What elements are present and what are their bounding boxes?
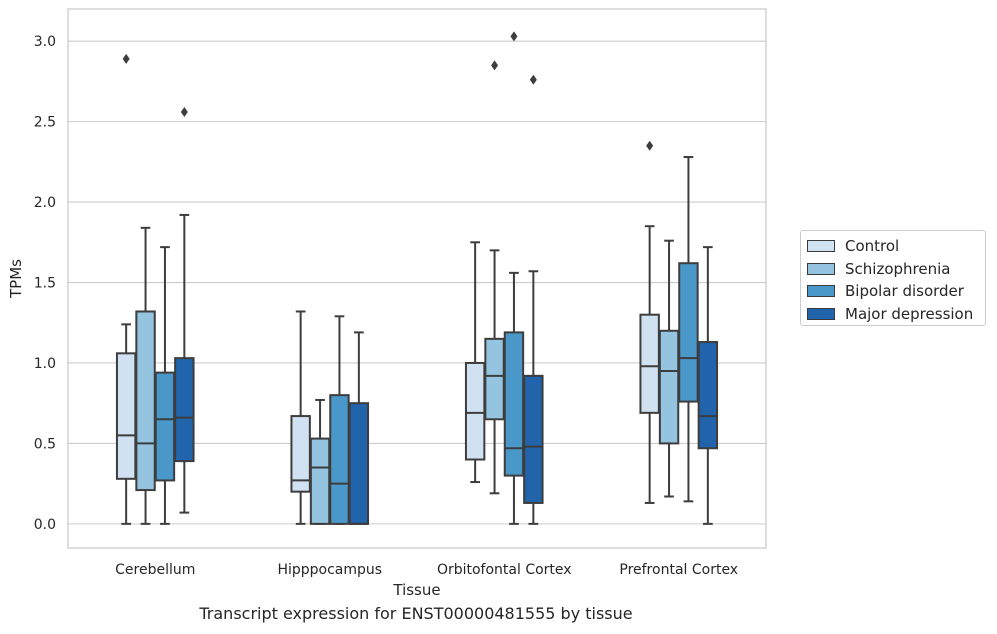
y-tick-label: 2.5: [34, 115, 56, 131]
box-group: [290, 310, 311, 525]
legend-label-schizophrenia: Schizophrenia: [845, 259, 951, 278]
box-iqr: [348, 402, 370, 525]
box-iqr: [697, 341, 719, 450]
legend-item-bipolar-disorder: Bipolar disorder: [807, 280, 979, 303]
outlier-point: [180, 106, 188, 117]
legend: Control Schizophrenia Bipolar disorder M…: [800, 230, 986, 326]
boxes: [115, 31, 719, 525]
legend-swatch-major-depression: [807, 307, 835, 320]
outlier-point: [122, 53, 130, 64]
legend-item-control: Control: [807, 235, 979, 258]
box-iqr: [678, 262, 699, 403]
legend-label-bipolar-disorder: Bipolar disorder: [845, 282, 964, 301]
y-tick-label: 1.5: [34, 276, 56, 292]
y-tick-label: 3.0: [34, 34, 56, 50]
outlier-point: [646, 140, 654, 151]
box-group: [678, 156, 699, 503]
x-tick-label: Cerebellum: [115, 562, 195, 578]
box-group: [484, 60, 505, 495]
x-tick-labels: Cerebellum Hipppocampus Orbitofontal Corte…: [115, 562, 738, 578]
box-iqr: [523, 374, 544, 504]
legend-swatch-schizophrenia: [807, 262, 835, 275]
box-group: [174, 106, 195, 514]
box-group: [697, 246, 719, 525]
box-group: [658, 239, 680, 498]
box-group: [154, 246, 176, 525]
y-tick-labels: 0.0 0.5 1.0 1.5 2.0 2.5 3.0: [34, 34, 56, 533]
x-tick-label: Hipppocampus: [277, 562, 382, 578]
box-iqr: [658, 329, 680, 445]
y-axis-label: TPMs: [7, 259, 25, 299]
box-iqr: [135, 310, 156, 492]
x-axis-label: Tissue: [392, 581, 440, 599]
legend-label-major-depression: Major depression: [845, 304, 974, 323]
box-iqr: [464, 361, 486, 461]
box-iqr: [484, 337, 505, 421]
chart-caption: Transcript expression for ENST0000048155…: [199, 604, 633, 623]
box-group: [309, 398, 331, 525]
box-iqr: [639, 313, 660, 414]
box-iqr: [174, 357, 195, 463]
legend-label-control: Control: [845, 237, 900, 256]
y-tick-label: 0.0: [34, 517, 56, 533]
legend-swatch-control: [807, 240, 835, 253]
legend-item-major-depression: Major depression: [807, 303, 979, 326]
legend-item-schizophrenia: Schizophrenia: [807, 258, 979, 281]
y-tick-label: 0.5: [34, 436, 56, 452]
legend-swatch-bipolar-disorder: [807, 285, 835, 298]
box-group: [523, 74, 544, 525]
box-group: [115, 53, 137, 525]
outlier-point: [510, 31, 518, 42]
box-group: [464, 241, 486, 484]
box-group: [639, 140, 660, 504]
box-group: [329, 315, 350, 525]
box-group: [348, 331, 370, 525]
y-tick-label: 1.0: [34, 356, 56, 372]
x-tick-label: Orbitofontal Cortex: [437, 562, 572, 578]
box-iqr: [503, 331, 525, 477]
box-iqr: [115, 352, 137, 480]
plot-frame: [67, 8, 767, 549]
box-group: [503, 31, 525, 525]
outlier-point: [491, 60, 499, 71]
y-tick-label: 2.0: [34, 195, 56, 211]
outlier-point: [529, 74, 537, 85]
box-iqr: [290, 415, 311, 493]
x-tick-label: Prefrontal Cortex: [619, 562, 738, 578]
box-group: [135, 226, 156, 525]
box-iqr: [329, 394, 350, 525]
box-iqr: [309, 437, 331, 525]
box-iqr: [154, 371, 176, 482]
